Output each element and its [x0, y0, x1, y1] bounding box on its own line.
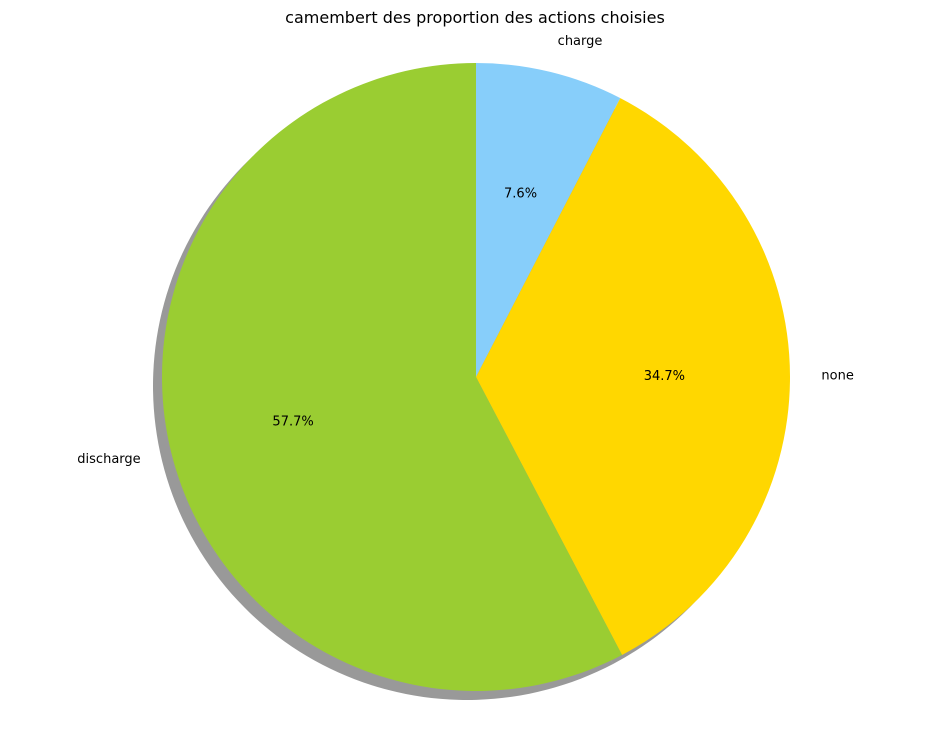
slice-label-discharge: discharge [77, 452, 140, 467]
slice-charge [476, 63, 621, 377]
slice-percent-discharge: 57.7% [272, 415, 313, 430]
pie-labels: charge 7.6% none 34.7% discharge 57.7% [77, 34, 854, 467]
slice-label-charge: charge [558, 34, 603, 49]
slice-percent-none: 34.7% [644, 369, 685, 384]
slice-discharge [162, 63, 623, 691]
chart-title: camembert des proportion des actions cho… [285, 8, 665, 27]
pie-slices [162, 63, 790, 691]
slice-none [476, 98, 790, 655]
slice-percent-charge: 7.6% [504, 186, 537, 201]
slice-label-none: none [821, 368, 853, 383]
